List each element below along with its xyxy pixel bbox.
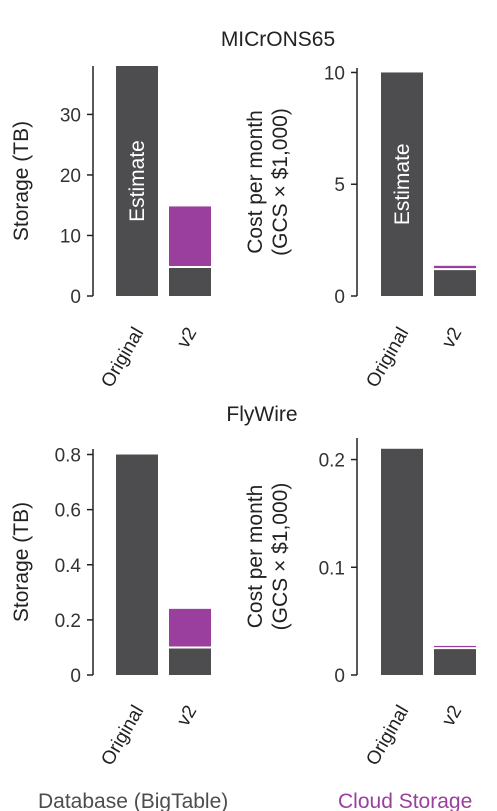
bar-v2-cloud-storage <box>434 645 476 649</box>
bar-label-estimate: Estimate <box>391 143 414 225</box>
category-label-v2: v2 <box>438 324 466 352</box>
category-label-original: Original <box>97 702 148 769</box>
bar-original-database-bigtable <box>381 448 423 675</box>
category-label-v2: v2 <box>173 702 201 730</box>
category-label-v2: v2 <box>438 702 466 730</box>
bar-original-database-bigtable <box>381 72 423 297</box>
y-tick-label: 0.6 <box>55 501 81 522</box>
y-tick-label: 10 <box>60 226 81 247</box>
y-tick-label: 5 <box>334 175 345 196</box>
category-label-original: Original <box>362 702 413 769</box>
category-label-v2: v2 <box>173 324 201 352</box>
bar-v2-cloud-storage <box>169 206 211 267</box>
legend-database: Database (BigTable) <box>38 790 228 811</box>
y-tick-label: 30 <box>60 105 81 126</box>
category-label-original: Original <box>362 324 413 391</box>
bar-v2-database-bigtable <box>434 269 476 296</box>
group-title-microns65: MICrONS65 <box>221 28 335 51</box>
panel-microns65-cost: 0 5 10 Cost per month(GCS × $1,000) Estimate… <box>244 63 476 391</box>
panel-microns65-storage: 0 10 20 30 Storage (TB) Estimate Original v2 <box>10 66 211 391</box>
group-title-flywire: FlyWire <box>226 403 297 426</box>
bar-original-database-bigtable <box>116 454 158 675</box>
bar-v2-database-bigtable <box>169 266 211 296</box>
bar-v2-database-bigtable <box>169 647 211 675</box>
y-tick-label: 0.2 <box>55 611 81 632</box>
y-tick-label: 0 <box>334 287 345 308</box>
category-label-original: Original <box>97 324 148 391</box>
panel-flywire-storage: 0 0.2 0.4 0.6 0.8 Storage (TB) Original v2 <box>10 446 211 769</box>
y-axis-label: Cost per month(GCS × $1,000) <box>244 108 292 256</box>
legend-cloud-storage: Cloud Storage <box>338 790 472 811</box>
bar-v2-cloud-storage <box>169 608 211 648</box>
bar-original-database-bigtable <box>116 66 158 296</box>
y-tick-label: 0 <box>334 666 345 687</box>
y-tick-label: 0.8 <box>55 446 81 467</box>
bar-label-estimate: Estimate <box>126 140 149 222</box>
y-tick-label: 0.4 <box>55 556 82 577</box>
y-tick-label: 10 <box>324 63 345 84</box>
y-tick-label: 0 <box>70 287 81 308</box>
y-tick-label: 0.2 <box>319 451 345 472</box>
y-tick-label: 0 <box>70 666 81 687</box>
panel-flywire-cost: 0 0.1 0.2 Cost per month(GCS × $1,000) Origi… <box>244 438 476 769</box>
y-tick-label: 0.1 <box>319 558 345 579</box>
y-axis-label: Cost per month(GCS × $1,000) <box>244 483 292 631</box>
bar-v2-database-bigtable <box>434 648 476 675</box>
bar-v2-cloud-storage <box>434 265 476 270</box>
y-axis-label: Storage (TB) <box>10 502 33 622</box>
y-tick-label: 20 <box>60 166 81 187</box>
y-axis-label: Storage (TB) <box>10 121 33 241</box>
